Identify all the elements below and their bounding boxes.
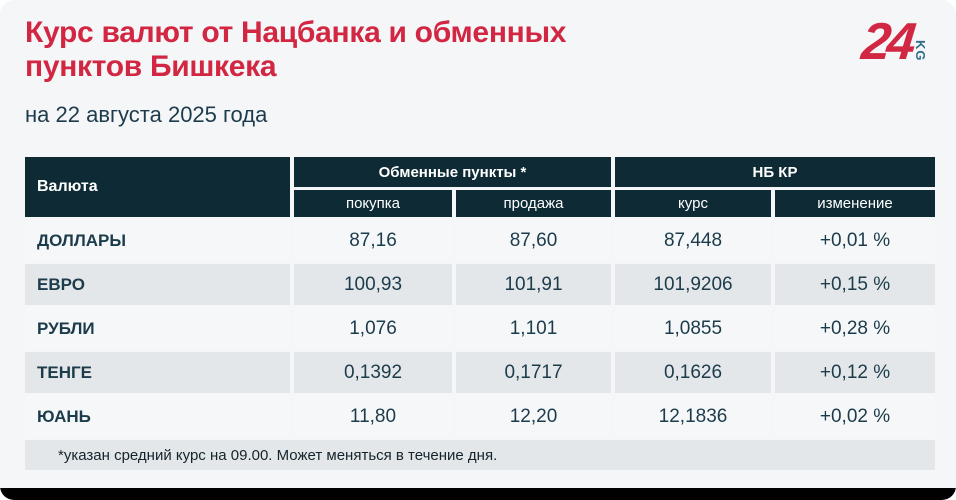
table-cell-sell: 0,1717 xyxy=(456,352,611,393)
column-header-sell: продажа xyxy=(456,190,611,217)
table-cell-buy: 11,80 xyxy=(294,396,452,437)
table-cell-rate: 87,448 xyxy=(615,220,771,261)
table-cell-change: +0,15 % xyxy=(775,264,935,305)
table-footnote: *указан средний курс на 09.00. Может мен… xyxy=(25,440,935,470)
table-cell-sell: 12,20 xyxy=(456,396,611,437)
column-group-exchange-offices: Обменные пункты * xyxy=(294,157,611,187)
table-cell-buy: 0,1392 xyxy=(294,352,452,393)
table-row-currency-name: ЕВРО xyxy=(25,264,290,305)
column-header-currency: Валюта xyxy=(25,157,290,217)
table-cell-sell: 101,91 xyxy=(456,264,611,305)
table-cell-buy: 87,16 xyxy=(294,220,452,261)
table-cell-sell: 1,101 xyxy=(456,308,611,349)
column-header-buy: покупка xyxy=(294,190,452,217)
logo-24-icon: 24 xyxy=(859,13,916,71)
table-cell-rate: 1,0855 xyxy=(615,308,771,349)
table-cell-buy: 100,93 xyxy=(294,264,452,305)
page-title: Курс валют от Нацбанка и обменных пункто… xyxy=(25,16,567,83)
table-row-currency-name: ЮАНЬ xyxy=(25,396,290,437)
table-cell-sell: 87,60 xyxy=(456,220,611,261)
bottom-black-bar xyxy=(0,488,956,500)
logo-24kg: 24 KG xyxy=(859,13,928,71)
column-group-nbkr: НБ КР xyxy=(615,157,935,187)
column-header-change: изменение xyxy=(775,190,935,217)
table-cell-change: +0,02 % xyxy=(775,396,935,437)
table-row-currency-name: ДОЛЛАРЫ xyxy=(25,220,290,261)
table-row-currency-name: ТЕНГЕ xyxy=(25,352,290,393)
page-subtitle-date: на 22 августа 2025 года xyxy=(25,102,268,127)
table-cell-buy: 1,076 xyxy=(294,308,452,349)
table-cell-rate: 12,1836 xyxy=(615,396,771,437)
logo-kg-label: KG xyxy=(913,40,928,62)
column-header-rate: курс xyxy=(615,190,771,217)
table-cell-change: +0,01 % xyxy=(775,220,935,261)
currency-rates-table: Валюта Обменные пункты * НБ КР покупка п… xyxy=(25,157,935,470)
table-row-currency-name: РУБЛИ xyxy=(25,308,290,349)
table-cell-rate: 101,9206 xyxy=(615,264,771,305)
table-cell-change: +0,12 % xyxy=(775,352,935,393)
table-cell-rate: 0,1626 xyxy=(615,352,771,393)
table-cell-change: +0,28 % xyxy=(775,308,935,349)
